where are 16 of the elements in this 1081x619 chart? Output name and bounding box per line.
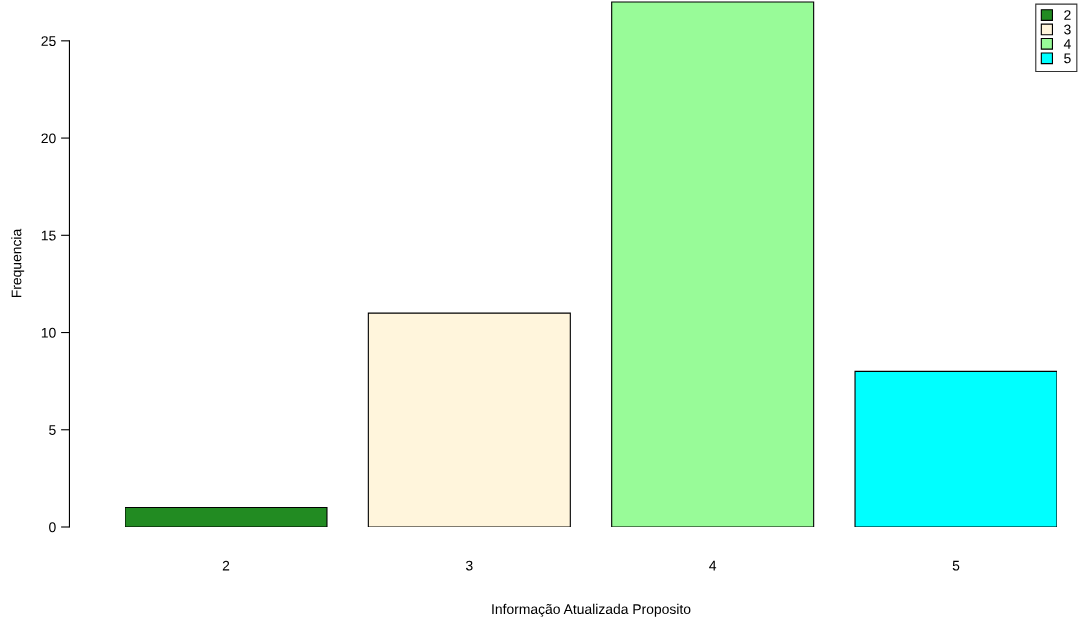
y-tick-label: 0 [49, 522, 56, 533]
y-tick-label: 10 [41, 327, 56, 338]
y-tick-label: 25 [41, 36, 56, 47]
y-tick-label: 15 [41, 230, 56, 241]
x-axis-title: Informação Atualizada Proposito [492, 603, 691, 617]
legend-label: 5 [1064, 53, 1071, 64]
legend-label: 3 [1064, 24, 1071, 35]
x-tick-label: 5 [952, 560, 960, 571]
y-axis-title: Frequencia [11, 228, 25, 298]
y-tick-label: 5 [49, 425, 56, 435]
x-tick-label: 3 [466, 560, 473, 571]
legend-label: 4 [1063, 39, 1071, 49]
legend-label: 2 [1064, 10, 1071, 20]
y-tick-label: 20 [41, 133, 56, 144]
x-tick-label: 4 [709, 560, 717, 571]
x-tick-label: 2 [222, 560, 230, 571]
